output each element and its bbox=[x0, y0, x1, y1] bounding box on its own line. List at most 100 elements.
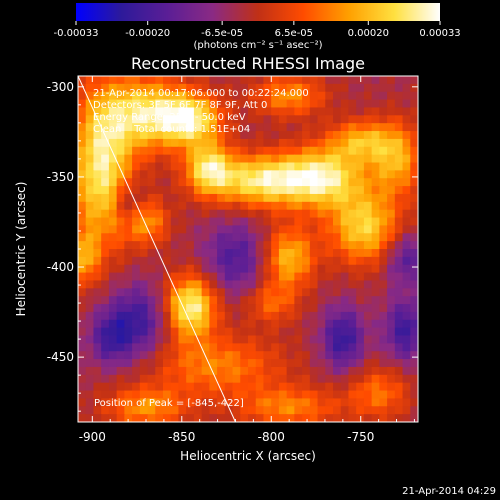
heatmap-cell bbox=[325, 256, 334, 266]
heatmap-cell bbox=[124, 343, 133, 352]
heatmap-cell bbox=[201, 115, 210, 124]
heatmap-cell bbox=[209, 374, 218, 384]
heatmap-cell bbox=[201, 264, 210, 274]
heatmap-cell bbox=[371, 233, 380, 242]
heatmap-cell bbox=[240, 366, 249, 376]
heatmap-cell bbox=[317, 249, 326, 258]
heatmap-cell bbox=[116, 311, 125, 321]
heatmap-cell bbox=[193, 359, 203, 368]
heatmap-cell bbox=[186, 123, 195, 132]
heatmap-cell bbox=[124, 272, 133, 282]
heatmap-cell bbox=[170, 382, 180, 392]
heatmap-cell bbox=[178, 138, 187, 148]
heatmap-cell bbox=[108, 115, 118, 124]
heatmap-cell bbox=[302, 107, 311, 116]
heatmap-cell bbox=[193, 217, 203, 227]
heatmap-cell bbox=[394, 272, 404, 282]
heatmap-cell bbox=[371, 249, 380, 258]
heatmap-cell bbox=[217, 83, 226, 93]
heatmap-cell bbox=[108, 225, 118, 234]
heatmap-cell bbox=[340, 327, 350, 337]
heatmap-cell bbox=[278, 272, 288, 282]
heatmap-cell bbox=[240, 249, 249, 258]
heatmap-cell bbox=[132, 170, 141, 179]
heatmap-cell bbox=[163, 311, 172, 321]
heatmap-cell bbox=[232, 123, 241, 132]
heatmap-cell bbox=[124, 138, 133, 148]
heatmap-cell bbox=[302, 162, 311, 171]
heatmap-cell bbox=[340, 178, 350, 187]
heatmap-cell bbox=[394, 288, 404, 297]
heatmap-cell bbox=[278, 296, 288, 305]
heatmap-cell bbox=[402, 366, 411, 376]
heatmap-cell bbox=[363, 359, 373, 368]
heatmap-cell bbox=[178, 83, 187, 93]
time-range-label: 21-Apr-2014 00:17:06.000 to 00:22:24.000 bbox=[93, 88, 309, 99]
heatmap-cell bbox=[394, 296, 404, 305]
heatmap-cell bbox=[286, 319, 295, 329]
heatmap-cell bbox=[317, 319, 326, 329]
heatmap-cell bbox=[101, 249, 110, 258]
heatmap-cell bbox=[356, 201, 365, 211]
heatmap-cell bbox=[224, 99, 234, 109]
heatmap-cell bbox=[170, 178, 180, 187]
heatmap-cell bbox=[255, 131, 265, 140]
heatmap-cell bbox=[163, 374, 172, 384]
heatmap-cell bbox=[201, 335, 210, 344]
heatmap-cell bbox=[85, 76, 95, 85]
heatmap-cell bbox=[101, 146, 110, 156]
heatmap-cell bbox=[248, 76, 257, 85]
heatmap-cell bbox=[309, 398, 319, 407]
heatmap-cell bbox=[209, 178, 218, 187]
heatmap-cell bbox=[101, 272, 110, 282]
heatmap-cell bbox=[217, 249, 226, 258]
heatmap-cell bbox=[201, 99, 210, 109]
heatmap-cell bbox=[348, 170, 357, 179]
heatmap-cell bbox=[348, 91, 357, 101]
heatmap-cell bbox=[333, 406, 342, 415]
heatmap-cell bbox=[248, 186, 257, 195]
heatmap-cell bbox=[193, 123, 203, 132]
heatmap-cell bbox=[178, 154, 187, 164]
heatmap-cell bbox=[186, 107, 195, 116]
heatmap-cell bbox=[116, 83, 125, 93]
heatmap-cell bbox=[85, 327, 95, 337]
heatmap-cell bbox=[124, 123, 133, 132]
heatmap-cell bbox=[387, 304, 396, 313]
heatmap-cell bbox=[356, 366, 365, 376]
heatmap-cell bbox=[186, 99, 195, 109]
heatmap-cell bbox=[186, 311, 195, 321]
heatmap-cell bbox=[124, 319, 133, 329]
heatmap-cell bbox=[363, 225, 373, 234]
heatmap-cell bbox=[248, 374, 257, 384]
heatmap-cell bbox=[147, 209, 156, 219]
heatmap-cell bbox=[78, 374, 87, 384]
heatmap-cell bbox=[302, 241, 311, 250]
heatmap-cell bbox=[78, 343, 87, 352]
heatmap-cell bbox=[178, 366, 187, 376]
heatmap-cell bbox=[178, 374, 187, 384]
x-tick-label: -800 bbox=[258, 430, 285, 444]
heatmap-cell bbox=[271, 374, 280, 384]
heatmap-cell bbox=[317, 351, 326, 360]
heatmap-cell bbox=[255, 311, 265, 321]
heatmap-cell bbox=[132, 374, 141, 384]
heatmap-cell bbox=[302, 256, 311, 266]
heatmap-cell bbox=[317, 343, 326, 352]
heatmap-cell bbox=[170, 193, 180, 203]
heatmap-cell bbox=[271, 178, 280, 187]
heatmap-cell bbox=[286, 249, 295, 258]
heatmap-cell bbox=[294, 366, 303, 376]
heatmap-cell bbox=[371, 123, 380, 132]
heatmap-cell bbox=[147, 351, 156, 360]
heatmap-cell bbox=[387, 99, 396, 109]
heatmap-cell bbox=[217, 256, 226, 266]
heatmap-cell bbox=[132, 233, 141, 242]
heatmap-cell bbox=[387, 154, 396, 164]
heatmap-cell bbox=[248, 99, 257, 109]
x-tick-label: -850 bbox=[168, 430, 195, 444]
heatmap-cell bbox=[309, 225, 319, 234]
heatmap-cell bbox=[170, 366, 180, 376]
heatmap-cell bbox=[170, 296, 180, 305]
heatmap-cell bbox=[255, 138, 265, 148]
